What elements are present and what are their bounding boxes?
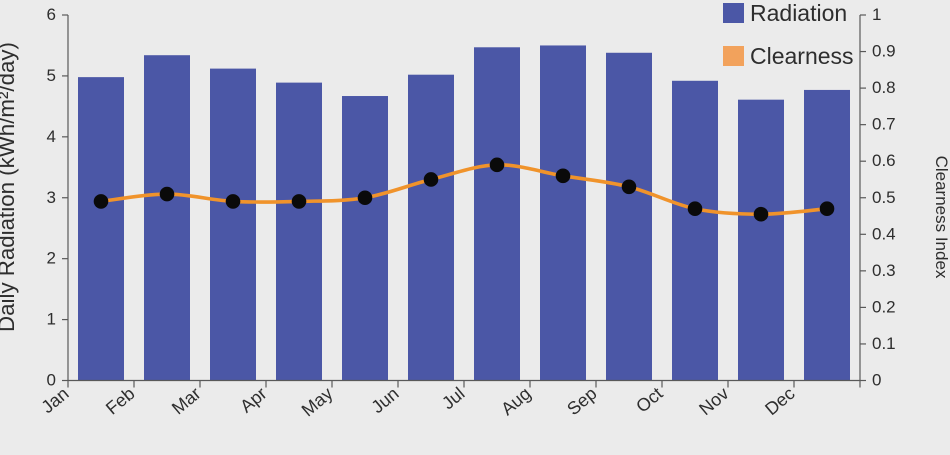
svg-text:0.8: 0.8: [872, 78, 896, 97]
svg-text:1: 1: [47, 310, 56, 329]
svg-text:0.3: 0.3: [872, 261, 896, 280]
svg-text:5: 5: [47, 66, 56, 85]
svg-text:0.2: 0.2: [872, 297, 896, 316]
svg-text:1: 1: [872, 5, 881, 24]
svg-text:4: 4: [47, 127, 56, 146]
svg-text:2: 2: [47, 249, 56, 268]
svg-text:Clearness Index: Clearness Index: [932, 156, 950, 279]
svg-text:Radiation: Radiation: [750, 0, 847, 26]
svg-text:Daily Radiation (kWh/m²/day): Daily Radiation (kWh/m²/day): [0, 42, 19, 332]
svg-text:0.9: 0.9: [872, 42, 896, 61]
svg-text:0.4: 0.4: [872, 224, 896, 243]
svg-text:3: 3: [47, 188, 56, 207]
svg-text:6: 6: [47, 5, 56, 24]
svg-text:0.6: 0.6: [872, 151, 896, 170]
svg-text:Clearness: Clearness: [750, 43, 854, 69]
svg-text:0.5: 0.5: [872, 188, 896, 207]
svg-text:0.7: 0.7: [872, 115, 896, 134]
svg-text:0: 0: [872, 371, 881, 390]
svg-text:0.1: 0.1: [872, 334, 896, 353]
